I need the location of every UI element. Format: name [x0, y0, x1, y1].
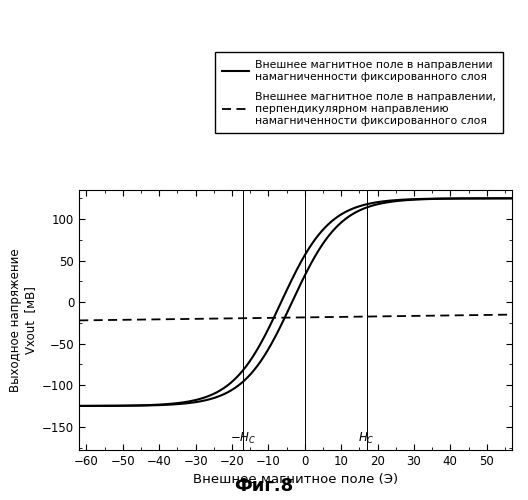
X-axis label: Внешнее магнитное поле (Э): Внешнее магнитное поле (Э): [193, 474, 398, 486]
Text: $-H_C$: $-H_C$: [230, 430, 256, 446]
Text: $H_C$: $H_C$: [359, 430, 375, 446]
Y-axis label: Выходное напряжение
Vxout  [мВ]: Выходное напряжение Vxout [мВ]: [8, 248, 36, 392]
Text: Фиг.8: Фиг.8: [234, 477, 294, 495]
Legend: Внешнее магнитное поле в направлении
намагниченности фиксированного слоя, Внешне: Внешнее магнитное поле в направлении нам…: [214, 52, 503, 133]
